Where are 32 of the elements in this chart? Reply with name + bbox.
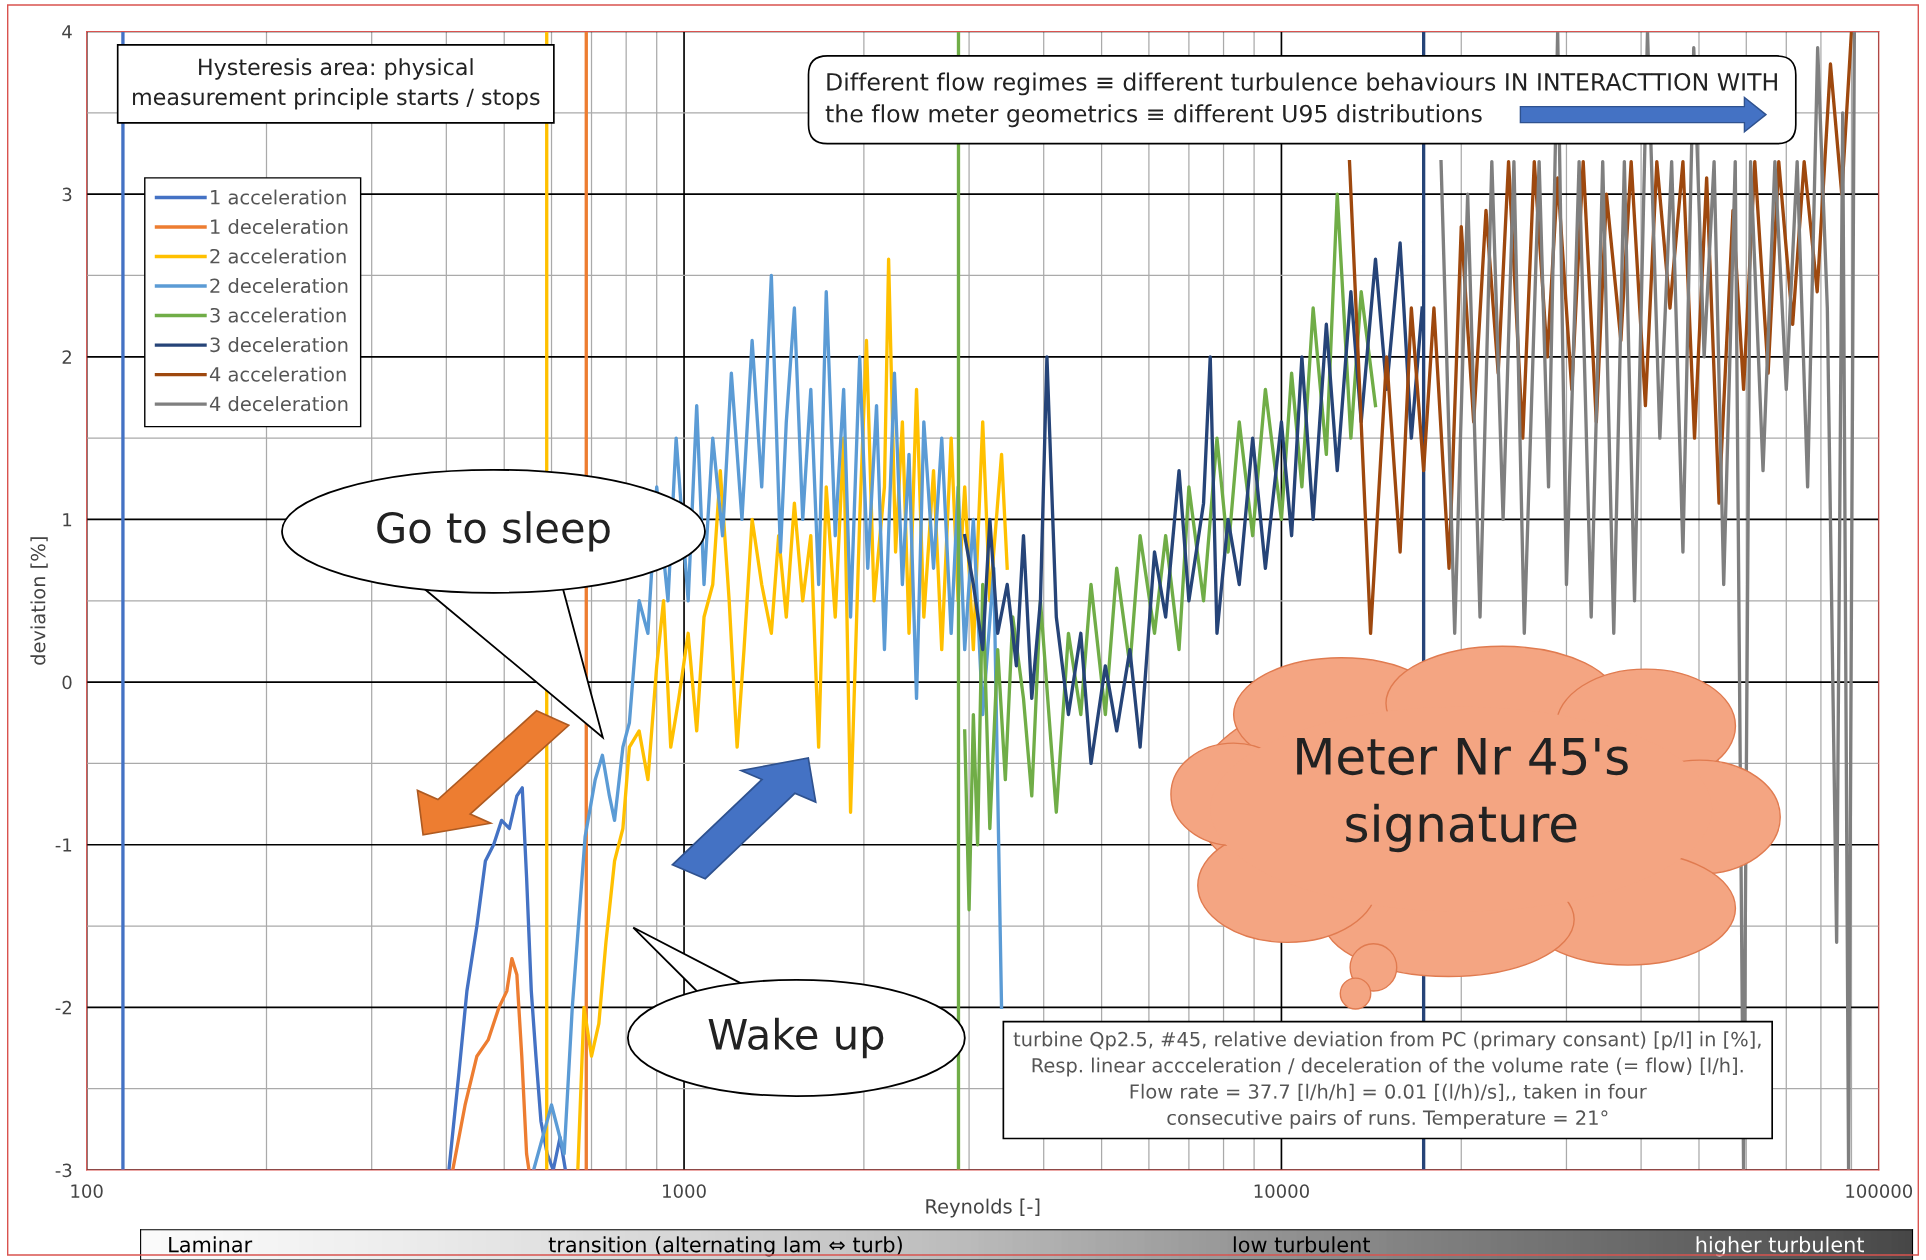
- legend-label: 4 deceleration: [209, 396, 348, 412]
- legend-label: 4 acceleration: [209, 366, 346, 382]
- legend-label: 1 deceleration: [211, 219, 348, 235]
- text: higher turbulent: [1696, 1236, 1865, 1257]
- y-tick-label: 3: [62, 187, 72, 202]
- x-tick-label: 100: [71, 1184, 103, 1198]
- x-tick-label: 1000: [663, 1184, 706, 1198]
- y-tick-label: 0: [62, 675, 72, 690]
- annotation: Different flow regimes ≡ different turbulence behaviours IN INTERACTTION WITH the flow meter geometrics ≡ different U95 distributions: [825, 72, 1777, 128]
- annotation: Wake up: [708, 1017, 884, 1059]
- x-tick-label: 10000: [1254, 1184, 1309, 1198]
- y-tick-label: -2: [55, 1000, 71, 1015]
- legend-label: 2 deceleration: [210, 278, 348, 294]
- legend-label: 1 acceleration: [211, 189, 346, 205]
- legend-label: 2 acceleration: [210, 248, 346, 264]
- annotation: Hysteresis area: physical measurement principle starts / stops: [133, 58, 540, 110]
- y-tick-label: -1: [55, 838, 72, 852]
- annotation: turbine Qp2.5, #45, relative deviation from PC (primary consant) [p/l] in [%], Resp. linear accceleration / deceleration of the volume rate (= flow) [l/h]. Flow rate = 37.7 [l/h/h] = 0.01 [(l/h)/s],, taken in four consecutive pairs of runs. Temperature = 21°: [1013, 1031, 1761, 1129]
- x-tick-label: 100000: [1846, 1184, 1913, 1198]
- text: Laminar: [169, 1236, 253, 1253]
- x-axis-title: Reynolds [-]: [926, 1198, 1040, 1218]
- y-tick-label: 2: [62, 350, 71, 364]
- text: low turbulent: [1233, 1236, 1370, 1253]
- text: transition (alternating lam ⇔ turb): [548, 1236, 902, 1257]
- annotation: Go to sleep: [377, 511, 610, 552]
- annotation: Meter Nr 45's signature: [1297, 737, 1628, 853]
- y-axis-title: deviation [%]: [30, 537, 48, 665]
- legend-label: 3 deceleration: [210, 337, 348, 353]
- y-tick-label: 4: [62, 25, 72, 39]
- legend-label: 3 acceleration: [210, 307, 346, 323]
- y-tick-label: 1: [63, 513, 72, 527]
- y-tick-label: -3: [55, 1163, 72, 1178]
